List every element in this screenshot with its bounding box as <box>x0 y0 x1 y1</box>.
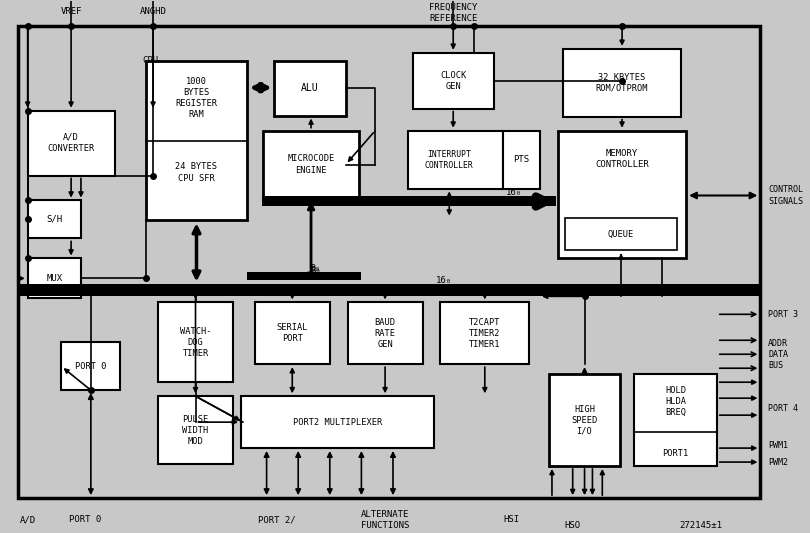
Text: 32 KBYTES
ROM/OTPROM: 32 KBYTES ROM/OTPROM <box>596 72 648 93</box>
Text: HSO: HSO <box>565 521 581 530</box>
Text: PORT 2/: PORT 2/ <box>258 515 296 524</box>
Text: HIGH
SPEED
I/O: HIGH SPEED I/O <box>571 405 598 436</box>
Text: 8₀: 8₀ <box>311 264 321 273</box>
Text: HOLD
HLDA
BREQ: HOLD HLDA BREQ <box>665 385 686 417</box>
Bar <box>62 342 121 390</box>
Text: CONTROL
SIGNALS: CONTROL SIGNALS <box>768 185 804 206</box>
Bar <box>407 131 502 189</box>
Bar <box>241 396 434 448</box>
Text: PORT 0: PORT 0 <box>75 362 107 371</box>
Text: PORT 0: PORT 0 <box>69 515 101 524</box>
Text: T2CAPT
TIMER2
TIMER1: T2CAPT TIMER2 TIMER1 <box>469 318 501 349</box>
Text: PWM1: PWM1 <box>768 441 788 450</box>
Bar <box>255 302 330 364</box>
Text: MUX: MUX <box>46 274 62 283</box>
Text: PWM2: PWM2 <box>768 457 788 466</box>
Text: A/D
CONVERTER: A/D CONVERTER <box>48 133 95 152</box>
Bar <box>18 26 761 498</box>
Bar <box>262 197 556 206</box>
Bar <box>28 259 81 298</box>
Bar <box>28 111 114 175</box>
Text: 1000
BYTES
REGISTER
RAM: 1000 BYTES REGISTER RAM <box>176 77 218 119</box>
Text: 16₀: 16₀ <box>437 276 453 285</box>
Text: VREF: VREF <box>60 7 82 17</box>
Text: 8₀: 8₀ <box>310 266 322 275</box>
Bar <box>275 61 346 116</box>
Text: ANGHD: ANGHD <box>139 7 167 17</box>
Bar <box>130 47 385 274</box>
Bar <box>28 200 81 238</box>
Bar <box>441 302 529 364</box>
Bar <box>565 219 677 251</box>
Bar <box>146 61 247 221</box>
Text: PORT2 MULTIPLEXER: PORT2 MULTIPLEXER <box>293 418 382 426</box>
Bar <box>247 272 361 280</box>
Bar <box>158 396 233 464</box>
Text: 24 BYTES
CPU SFR: 24 BYTES CPU SFR <box>176 163 218 183</box>
Text: PORT1: PORT1 <box>663 449 688 458</box>
Text: CPU: CPU <box>143 56 158 64</box>
Text: MICROCODE
ENGINE: MICROCODE ENGINE <box>288 155 335 175</box>
Text: PTS: PTS <box>514 155 530 164</box>
Text: MEMORY
CONTROLLER: MEMORY CONTROLLER <box>595 149 649 168</box>
Text: ALU: ALU <box>301 83 319 93</box>
Text: FREQUENCY
REFERENCE: FREQUENCY REFERENCE <box>429 3 477 23</box>
Bar <box>502 131 540 189</box>
Text: PORT 4: PORT 4 <box>768 403 798 413</box>
Bar <box>413 53 494 109</box>
Text: PULSE
WIDTH
MOD: PULSE WIDTH MOD <box>182 415 209 446</box>
Text: WATCH-
DOG
TIMER: WATCH- DOG TIMER <box>180 327 211 358</box>
Bar <box>563 49 681 117</box>
Bar <box>347 302 423 364</box>
Bar <box>158 302 233 382</box>
Text: A/D: A/D <box>19 515 36 524</box>
Text: 16₀: 16₀ <box>505 188 522 197</box>
Text: QUEUE: QUEUE <box>608 230 634 239</box>
Text: INTERRUPT
CONTROLLER: INTERRUPT CONTROLLER <box>425 149 474 169</box>
Text: ALTERNATE
FUNCTIONS: ALTERNATE FUNCTIONS <box>361 510 409 530</box>
Text: SERIAL
PORT: SERIAL PORT <box>276 323 308 343</box>
Bar <box>18 285 762 296</box>
Bar <box>634 374 717 466</box>
Text: HSI: HSI <box>503 515 519 524</box>
Text: CLOCK
GEN: CLOCK GEN <box>440 71 467 91</box>
Bar <box>558 131 686 259</box>
Text: PORT 3: PORT 3 <box>768 310 798 319</box>
Bar <box>549 374 620 466</box>
Bar <box>262 131 360 198</box>
Text: BAUD
RATE
GEN: BAUD RATE GEN <box>374 318 395 349</box>
Text: 272145±1: 272145±1 <box>680 521 723 530</box>
Text: S/H: S/H <box>46 215 62 224</box>
Text: ADDR
DATA
BUS: ADDR DATA BUS <box>768 338 788 370</box>
